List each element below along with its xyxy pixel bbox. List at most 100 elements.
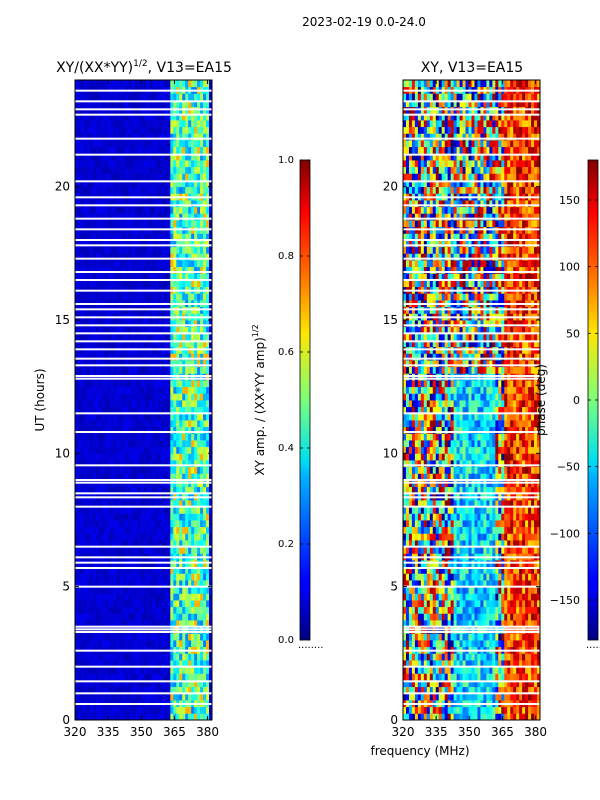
heatmap-cell [206, 660, 210, 668]
heatmap-cell [140, 400, 144, 408]
heatmap-cell [86, 673, 91, 681]
heatmap-cell [92, 320, 97, 328]
heatmap-cell [197, 653, 201, 661]
heatmap-cell [423, 673, 428, 681]
heatmap-cell [101, 200, 106, 208]
heatmap-cell [107, 520, 112, 528]
heatmap-cell [146, 293, 150, 301]
gap-line [75, 505, 212, 508]
heatmap-cell [110, 513, 115, 521]
heatmap-cell [203, 680, 207, 688]
heatmap-cell [161, 513, 165, 521]
heatmap-cell [98, 466, 103, 474]
heatmap-cell [167, 706, 171, 714]
heatmap-cell [143, 580, 147, 588]
heatmap-cell [176, 340, 180, 348]
heatmap-cell [176, 260, 180, 268]
heatmap-cell [206, 680, 210, 688]
heatmap-cell [167, 600, 171, 608]
heatmap-cell [191, 660, 195, 668]
x-tick-label: 320 [64, 725, 87, 739]
heatmap-cell [125, 453, 130, 461]
heatmap-cell [483, 673, 487, 681]
heatmap-cell [164, 460, 168, 468]
heatmap-cell [113, 413, 118, 421]
heatmap-cell [173, 246, 177, 254]
heatmap-cell [131, 666, 135, 674]
heatmap-cell [209, 80, 213, 88]
heatmap-cell [164, 573, 168, 581]
heatmap-cell [182, 100, 186, 108]
heatmap-cell [152, 393, 156, 401]
heatmap-cell [122, 246, 127, 254]
heatmap-cell [152, 380, 156, 388]
heatmap-cell [140, 113, 144, 121]
heatmap-cell [149, 353, 153, 361]
heatmap-cell [110, 600, 115, 608]
heatmap-cell [185, 506, 189, 514]
heatmap-cell [110, 613, 115, 621]
heatmap-cell [75, 180, 79, 188]
heatmap-cell [98, 453, 103, 461]
heatmap-cell [191, 513, 195, 521]
heatmap-cell [534, 693, 538, 701]
heatmap-cell [110, 180, 115, 188]
heatmap-cell [188, 500, 192, 508]
heatmap-cell [146, 333, 150, 341]
heatmap-cell [170, 180, 174, 188]
heatmap-cell [408, 713, 413, 721]
heatmap-cell [92, 153, 97, 161]
heatmap-cell [140, 246, 144, 254]
heatmap-cell [128, 660, 132, 668]
heatmap-cell [116, 713, 121, 721]
heatmap-cell [140, 180, 144, 188]
heatmap-cell [77, 100, 82, 108]
heatmap-cell [188, 360, 192, 368]
heatmap-cell [110, 366, 115, 374]
heatmap-cell [143, 320, 147, 328]
heatmap-cell [182, 520, 186, 528]
heatmap-cell [155, 460, 159, 468]
heatmap-cell [128, 586, 132, 594]
heatmap-cell [134, 566, 138, 574]
heatmap-cell [167, 320, 171, 328]
heatmap-cell [453, 680, 458, 688]
heatmap-cell [110, 466, 115, 474]
heatmap-cell [185, 593, 189, 601]
heatmap-cell [107, 266, 112, 274]
heatmap-cell [537, 680, 541, 688]
heatmap-cell [185, 680, 189, 688]
heatmap-cell [104, 220, 109, 228]
heatmap-cell [98, 673, 103, 681]
heatmap-cell [107, 546, 112, 554]
heatmap-cell [77, 393, 82, 401]
heatmap-cell [456, 653, 460, 661]
heatmap-cell [143, 440, 147, 448]
heatmap-cell [86, 506, 91, 514]
heatmap-cell [197, 246, 201, 254]
heatmap-cell [122, 320, 127, 328]
heatmap-cell [182, 500, 186, 508]
heatmap-cell [176, 280, 180, 288]
heatmap-cell [125, 260, 130, 268]
heatmap-cell [140, 326, 144, 334]
heatmap-cell [158, 706, 162, 714]
heatmap-cell [179, 253, 183, 261]
heatmap-cell [495, 706, 499, 714]
heatmap-cell [146, 420, 150, 428]
heatmap-cell [110, 380, 115, 388]
heatmap-cell [77, 173, 82, 181]
heatmap-cell [98, 640, 103, 648]
heatmap-cell [197, 360, 201, 368]
heatmap-cell [519, 713, 523, 721]
heatmap-cell [149, 393, 153, 401]
heatmap-cell [80, 613, 85, 621]
heatmap-cell [119, 520, 124, 528]
heatmap-cell [104, 386, 109, 394]
heatmap-cell [80, 260, 85, 268]
heatmap-cell [194, 640, 198, 648]
heatmap-cell [125, 440, 130, 448]
heatmap-cell [164, 266, 168, 274]
heatmap-cell [119, 80, 124, 88]
heatmap-cell [92, 246, 97, 254]
